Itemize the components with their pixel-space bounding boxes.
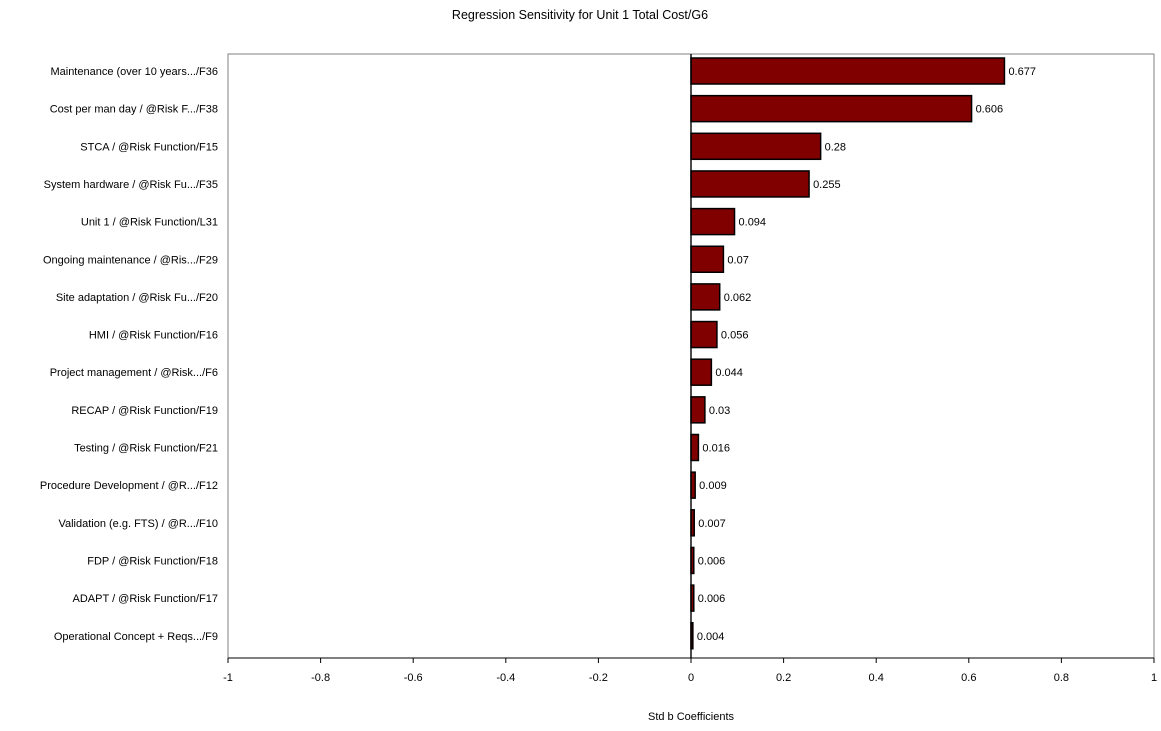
category-label: Project management / @Risk.../F6: [50, 367, 218, 379]
category-label: Operational Concept + Reqs.../F9: [54, 631, 218, 643]
category-label: Unit 1 / @Risk Function/L31: [81, 217, 218, 229]
bars-layer: [690, 57, 1006, 650]
bar-value-label: 0.009: [699, 480, 727, 492]
category-labels-layer: Maintenance (over 10 years.../F36 Cost pe…: [40, 66, 218, 643]
category-label: Site adaptation / @Risk Fu.../F20: [56, 292, 218, 304]
x-tick-label: 1: [1151, 672, 1157, 684]
bar: [690, 433, 700, 462]
value-labels-layer: 0.677 0.606 0.28 0.255 0.094 0.07 0.062 0.056 0.…: [697, 66, 1036, 643]
x-tick-label: 0.4: [869, 672, 884, 684]
bar-value-label: 0.006: [698, 555, 726, 567]
x-ticks-layer: -1 -0.8 -0.6 -0.4 -0.2 0 0.2 0.4 0.6 0.8 1: [223, 658, 1157, 684]
bar-value-label: 0.062: [724, 292, 752, 304]
category-label: Maintenance (over 10 years.../F36: [50, 66, 218, 78]
category-label: System hardware / @Risk Fu.../F35: [44, 179, 218, 191]
bar: [690, 396, 706, 424]
bar-value-label: 0.07: [727, 254, 748, 266]
bar-value-label: 0.255: [813, 179, 841, 191]
category-label: Ongoing maintenance / @Ris.../F29: [43, 254, 218, 266]
bar-value-label: 0.044: [715, 367, 743, 379]
x-axis-label: Std b Coefficients: [648, 711, 735, 723]
bar-value-label: 0.056: [721, 330, 749, 342]
category-label: FDP / @Risk Function/F18: [87, 555, 218, 567]
bar: [690, 207, 736, 236]
bar-value-label: 0.094: [739, 217, 767, 229]
x-tick-label: -0.2: [589, 672, 608, 684]
bar-value-label: 0.004: [697, 631, 725, 643]
bar-value-label: 0.28: [825, 141, 846, 153]
bar: [690, 320, 718, 349]
bar-value-label: 0.606: [976, 104, 1004, 116]
chart-title: Regression Sensitivity for Unit 1 Total …: [452, 8, 708, 22]
x-tick-label: -1: [223, 672, 233, 684]
bar: [690, 170, 810, 198]
x-tick-label: 0.6: [961, 672, 976, 684]
bar-value-label: 0.016: [702, 443, 730, 455]
bar-value-label: 0.03: [709, 405, 730, 417]
bar-value-label: 0.007: [698, 518, 726, 530]
bar: [690, 283, 721, 311]
bar-value-label: 0.677: [1008, 66, 1036, 78]
x-tick-label: -0.8: [311, 672, 330, 684]
category-label: RECAP / @Risk Function/F19: [71, 405, 218, 417]
bar: [690, 132, 822, 161]
x-tick-label: 0.8: [1054, 672, 1069, 684]
x-tick-label: 0.2: [776, 672, 791, 684]
bar: [690, 245, 725, 273]
x-tick-label: -0.6: [404, 672, 423, 684]
bar-value-label: 0.006: [698, 593, 726, 605]
bar: [690, 94, 973, 123]
x-tick-label: 0: [688, 672, 694, 684]
category-label: Cost per man day / @Risk F.../F38: [50, 104, 218, 116]
category-label: Procedure Development / @R.../F12: [40, 480, 218, 492]
category-label: Testing / @Risk Function/F21: [74, 443, 218, 455]
category-label: STCA / @Risk Function/F15: [80, 141, 218, 153]
bar: [690, 358, 713, 386]
category-label: ADAPT / @Risk Function/F17: [73, 593, 218, 605]
bar: [690, 57, 1006, 85]
category-label: HMI / @Risk Function/F16: [89, 330, 218, 342]
category-label: Validation (e.g. FTS) / @R.../F10: [58, 518, 218, 530]
x-tick-label: -0.4: [496, 672, 515, 684]
